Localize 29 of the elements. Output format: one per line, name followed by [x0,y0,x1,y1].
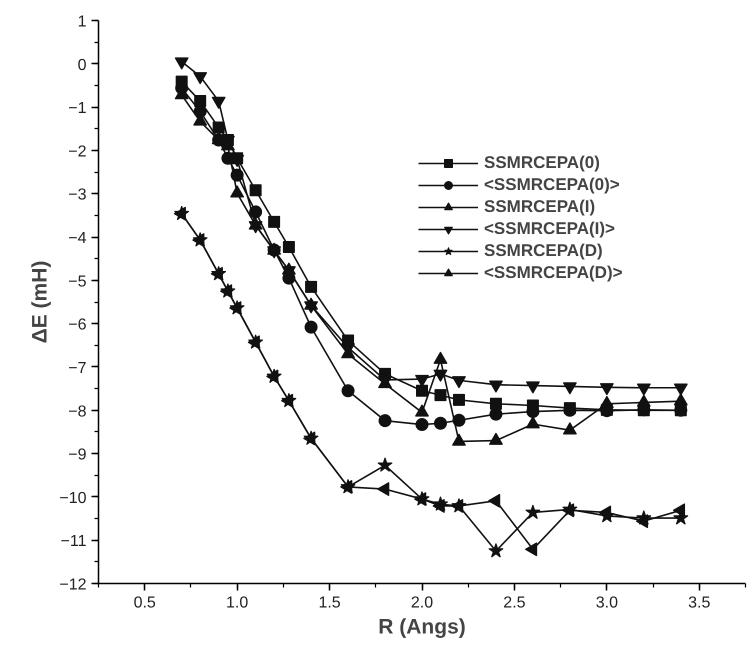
y-tick-label: −8 [68,403,87,420]
y-tick-label: −11 [60,533,87,550]
y-tick-label: −1 [68,100,87,118]
x-tick-label: 0.5 [134,594,156,612]
legend-label: <SSMRCEPA(0)> [484,175,620,195]
y-tick-label: −5 [68,273,87,290]
legend-label: <SSMRCEPA(I)> [484,219,615,239]
legend-label: SSMRCEPA(D) [484,241,603,261]
y-tick-label: −6 [68,316,87,334]
x-tick-label: 3.5 [688,594,711,612]
x-axis-title: R (Angs) [378,616,466,638]
x-tick-label: 1.0 [226,594,248,612]
x-tick-label: 2.0 [410,594,434,612]
legend-label: SSMRCEPA(0) [484,153,600,173]
legend-label: <SSMRCEPA(D)> [484,263,623,283]
x-tick-label: 1.5 [318,594,341,612]
y-tick-label: −3 [68,186,87,204]
x-tick-label: 3.0 [596,594,618,612]
y-tick-label: −10 [59,490,87,507]
legend-label: SSMRCEPA(I) [484,197,596,217]
y-tick-label: −2 [68,143,87,160]
x-tick-label: 2.5 [503,594,526,612]
y-tick-label: 0 [78,56,87,74]
y-axis-title: ΔE (mH) [28,260,52,344]
y-tick-label: −4 [68,230,87,248]
y-tick-label: −12 [59,576,87,594]
y-tick-label: 1 [78,14,87,30]
y-tick-label: −9 [68,446,87,464]
y-tick-label: −7 [68,360,87,377]
